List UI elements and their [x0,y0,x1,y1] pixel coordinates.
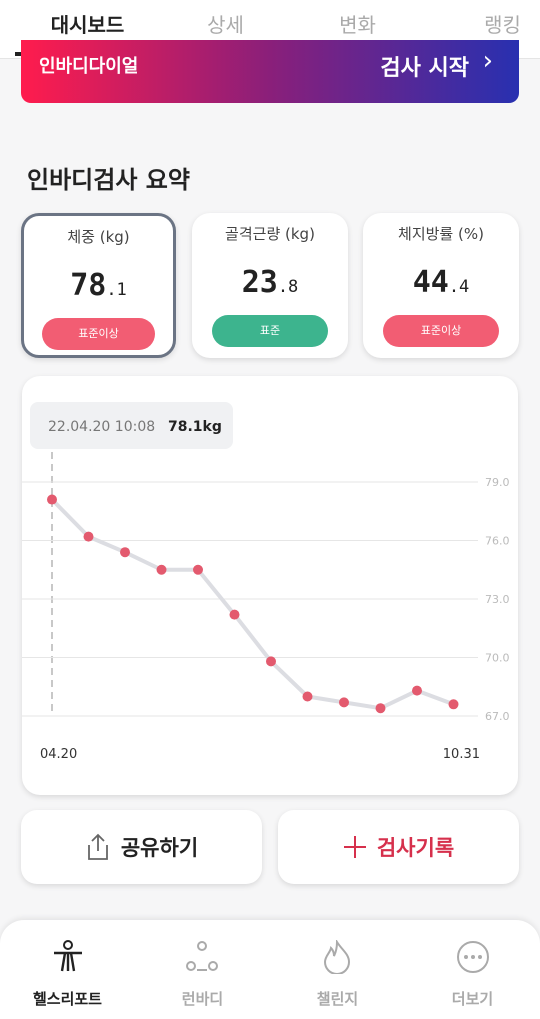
y-tick-label: 76.0 [485,535,510,548]
data-point [156,564,167,575]
nav-label: 런바디 [181,990,224,1008]
tooltip-date: 22.04.20 10:08 [48,419,155,435]
badge: 표준이상 [383,315,499,347]
data-point [83,531,94,542]
summary-card[interactable]: 체지방률 (%) 44.4 표준이상 [363,213,519,358]
nav-item[interactable]: 챌린지 [270,940,405,1009]
nav-item[interactable]: 런바디 [135,940,270,1009]
banner-action: 검사 시작 [380,56,469,81]
badge: 표준 [212,315,328,347]
tooltip-value: 78.1kg [168,419,222,435]
y-tick-label: 67.0 [485,710,510,723]
tab[interactable]: 상세 [207,13,244,37]
y-tick-label: 79.0 [485,476,510,489]
badge: 표준이상 [42,318,155,350]
x-tick-label: 04.20 [40,747,77,762]
value: 78 [70,268,107,303]
summary-card[interactable]: 체중 (kg) 78.1 표준이상 [21,213,176,358]
decimal: .1 [106,280,127,300]
chart: 22.04.20 10:08 78.1kg 67.0 70.0 73.0 76.0 79… [22,402,510,762]
data-point [412,685,422,696]
banner-text: 인바디다이얼 [39,56,139,77]
record-button[interactable]: 검사기록 [278,810,519,884]
tooltip [30,402,233,449]
data-point [120,547,130,558]
data-point [448,699,459,710]
summary-card[interactable]: 골격근량 (kg) 23.8 표준 [192,213,348,358]
nav-item[interactable]: 더보기 [405,940,540,1009]
banner[interactable]: 인바디다이얼 검사 시작 › [21,40,519,103]
plus-icon [343,836,366,858]
card-label: 체지방률 (%) [398,225,484,243]
nav-item[interactable]: 헬스리포트 [0,940,135,1009]
data-point [339,697,349,708]
share-button[interactable]: 공유하기 [21,810,262,884]
tab[interactable]: 대시보드 [50,13,125,37]
chart-card: 22.04.20 10:08 78.1kg 67.0 70.0 73.0 76.0 79… [22,376,518,795]
data-point [375,703,386,714]
series-line [50,498,455,711]
nav-label: 더보기 [451,990,494,1008]
chevron: › [482,46,493,76]
share-icon [87,833,108,860]
nav-icon [54,940,82,972]
card-value: 78.1 [24,268,173,303]
tab[interactable]: 랭킹 [484,13,521,37]
value: 44 [412,265,449,300]
decimal: .4 [448,277,470,297]
value: 23 [241,265,278,300]
button-label: 검사기록 [376,836,455,860]
card-value: 23.8 [192,265,348,300]
y-tick-label: 70.0 [485,652,510,665]
bottom-nav [0,920,540,1019]
nav-icon [457,941,489,973]
card-value: 44.4 [363,265,519,300]
data-point [229,609,240,620]
decimal: .8 [277,277,299,297]
tab[interactable]: 변화 [339,13,376,37]
nav-label: 챌린지 [316,990,359,1008]
button-label: 공유하기 [120,836,199,860]
data-point [47,494,57,505]
nav-icon [323,940,351,974]
data-point [193,564,203,575]
section-title: 인바디검사 요약 [27,166,190,194]
card-label: 골격근량 (kg) [225,225,315,243]
nav-label: 헬스리포트 [32,990,102,1008]
data-point [302,691,313,702]
x-tick-label: 10.31 [443,747,480,762]
card-label: 체중 (kg) [67,228,130,246]
nav-icon [186,941,218,971]
data-point [266,656,276,667]
y-tick-label: 73.0 [485,593,510,606]
